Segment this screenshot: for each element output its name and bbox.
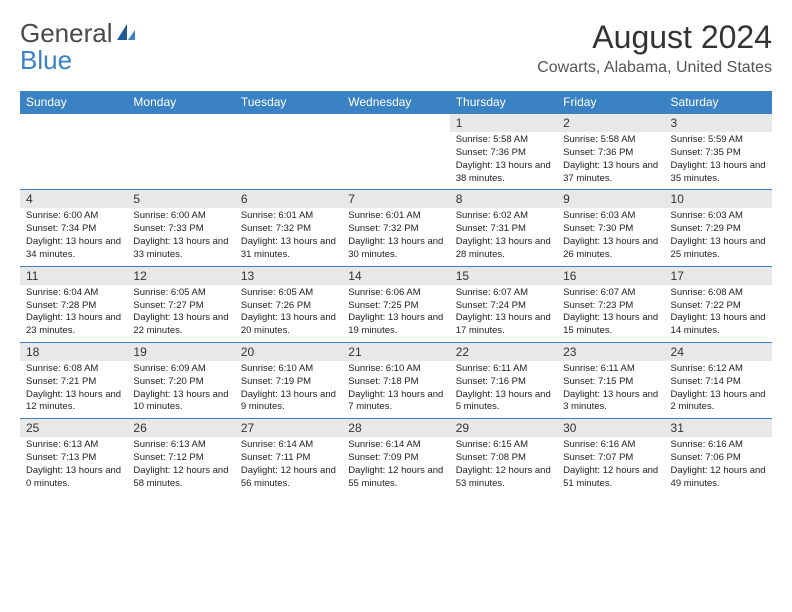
day-header: Tuesday — [235, 91, 342, 114]
day-header-row: Sunday Monday Tuesday Wednesday Thursday… — [20, 91, 772, 114]
day-number-cell: 25 — [20, 419, 127, 438]
day-header: Sunday — [20, 91, 127, 114]
day-detail-cell: Sunrise: 6:08 AM Sunset: 7:22 PM Dayligh… — [665, 285, 772, 343]
day-number-cell: 3 — [665, 114, 772, 133]
day-number-cell: 11 — [20, 266, 127, 285]
day-detail-cell — [342, 132, 449, 190]
day-detail-cell: Sunrise: 6:05 AM Sunset: 7:27 PM Dayligh… — [127, 285, 234, 343]
day-detail-cell: Sunrise: 6:03 AM Sunset: 7:29 PM Dayligh… — [665, 208, 772, 266]
day-detail-cell: Sunrise: 6:13 AM Sunset: 7:13 PM Dayligh… — [20, 437, 127, 494]
day-detail-row: Sunrise: 6:08 AM Sunset: 7:21 PM Dayligh… — [20, 361, 772, 419]
calendar-table: Sunday Monday Tuesday Wednesday Thursday… — [20, 91, 772, 494]
logo-sail-icon — [115, 22, 137, 47]
day-detail-cell: Sunrise: 6:14 AM Sunset: 7:09 PM Dayligh… — [342, 437, 449, 494]
day-detail-cell: Sunrise: 6:07 AM Sunset: 7:23 PM Dayligh… — [557, 285, 664, 343]
day-detail-cell: Sunrise: 6:05 AM Sunset: 7:26 PM Dayligh… — [235, 285, 342, 343]
day-detail-cell: Sunrise: 6:11 AM Sunset: 7:15 PM Dayligh… — [557, 361, 664, 419]
header: General Blue August 2024 Cowarts, Alabam… — [20, 20, 772, 77]
day-number-cell: 13 — [235, 266, 342, 285]
day-detail-cell: Sunrise: 5:58 AM Sunset: 7:36 PM Dayligh… — [557, 132, 664, 190]
day-detail-cell: Sunrise: 6:14 AM Sunset: 7:11 PM Dayligh… — [235, 437, 342, 494]
day-number-cell: 22 — [450, 342, 557, 361]
day-number-cell — [20, 114, 127, 133]
day-header: Friday — [557, 91, 664, 114]
day-number-row: 45678910 — [20, 190, 772, 209]
day-number-cell: 9 — [557, 190, 664, 209]
day-number-cell: 14 — [342, 266, 449, 285]
day-detail-row: Sunrise: 6:00 AM Sunset: 7:34 PM Dayligh… — [20, 208, 772, 266]
day-number-cell: 29 — [450, 419, 557, 438]
day-number-cell: 2 — [557, 114, 664, 133]
day-detail-cell: Sunrise: 6:09 AM Sunset: 7:20 PM Dayligh… — [127, 361, 234, 419]
day-detail-cell: Sunrise: 6:13 AM Sunset: 7:12 PM Dayligh… — [127, 437, 234, 494]
day-detail-cell: Sunrise: 6:00 AM Sunset: 7:33 PM Dayligh… — [127, 208, 234, 266]
logo-general: General — [20, 18, 113, 48]
day-number-row: 25262728293031 — [20, 419, 772, 438]
day-number-cell: 24 — [665, 342, 772, 361]
day-detail-cell: Sunrise: 5:58 AM Sunset: 7:36 PM Dayligh… — [450, 132, 557, 190]
day-detail-cell: Sunrise: 6:10 AM Sunset: 7:18 PM Dayligh… — [342, 361, 449, 419]
day-number-cell: 1 — [450, 114, 557, 133]
logo: General Blue — [20, 20, 137, 74]
day-detail-cell: Sunrise: 6:16 AM Sunset: 7:07 PM Dayligh… — [557, 437, 664, 494]
day-detail-cell: Sunrise: 6:00 AM Sunset: 7:34 PM Dayligh… — [20, 208, 127, 266]
day-detail-cell: Sunrise: 6:08 AM Sunset: 7:21 PM Dayligh… — [20, 361, 127, 419]
day-header: Thursday — [450, 91, 557, 114]
day-detail-cell: Sunrise: 6:01 AM Sunset: 7:32 PM Dayligh… — [235, 208, 342, 266]
day-detail-row: Sunrise: 6:04 AM Sunset: 7:28 PM Dayligh… — [20, 285, 772, 343]
month-title: August 2024 — [537, 20, 772, 55]
day-header: Saturday — [665, 91, 772, 114]
day-header: Monday — [127, 91, 234, 114]
day-number-cell: 20 — [235, 342, 342, 361]
day-detail-cell — [235, 132, 342, 190]
day-detail-row: Sunrise: 5:58 AM Sunset: 7:36 PM Dayligh… — [20, 132, 772, 190]
day-detail-cell: Sunrise: 6:06 AM Sunset: 7:25 PM Dayligh… — [342, 285, 449, 343]
day-header: Wednesday — [342, 91, 449, 114]
title-block: August 2024 Cowarts, Alabama, United Sta… — [537, 20, 772, 77]
day-number-cell: 4 — [20, 190, 127, 209]
day-number-cell: 17 — [665, 266, 772, 285]
day-number-cell: 15 — [450, 266, 557, 285]
day-number-cell: 5 — [127, 190, 234, 209]
day-detail-cell: Sunrise: 6:11 AM Sunset: 7:16 PM Dayligh… — [450, 361, 557, 419]
day-number-row: 11121314151617 — [20, 266, 772, 285]
day-number-cell: 12 — [127, 266, 234, 285]
day-detail-cell: Sunrise: 6:03 AM Sunset: 7:30 PM Dayligh… — [557, 208, 664, 266]
day-detail-cell — [20, 132, 127, 190]
day-detail-cell: Sunrise: 6:07 AM Sunset: 7:24 PM Dayligh… — [450, 285, 557, 343]
day-detail-cell: Sunrise: 6:01 AM Sunset: 7:32 PM Dayligh… — [342, 208, 449, 266]
location: Cowarts, Alabama, United States — [537, 59, 772, 77]
day-detail-cell — [127, 132, 234, 190]
day-number-cell: 10 — [665, 190, 772, 209]
day-detail-row: Sunrise: 6:13 AM Sunset: 7:13 PM Dayligh… — [20, 437, 772, 494]
day-detail-cell: Sunrise: 6:16 AM Sunset: 7:06 PM Dayligh… — [665, 437, 772, 494]
day-number-cell — [235, 114, 342, 133]
day-number-cell: 30 — [557, 419, 664, 438]
day-number-cell — [127, 114, 234, 133]
day-number-cell — [342, 114, 449, 133]
day-number-cell: 28 — [342, 419, 449, 438]
day-number-cell: 18 — [20, 342, 127, 361]
day-number-row: 18192021222324 — [20, 342, 772, 361]
day-detail-cell: Sunrise: 6:04 AM Sunset: 7:28 PM Dayligh… — [20, 285, 127, 343]
day-number-cell: 8 — [450, 190, 557, 209]
day-number-cell: 7 — [342, 190, 449, 209]
day-number-cell: 23 — [557, 342, 664, 361]
day-number-row: 123 — [20, 114, 772, 133]
day-detail-cell: Sunrise: 5:59 AM Sunset: 7:35 PM Dayligh… — [665, 132, 772, 190]
day-number-cell: 16 — [557, 266, 664, 285]
day-number-cell: 27 — [235, 419, 342, 438]
day-number-cell: 19 — [127, 342, 234, 361]
day-number-cell: 26 — [127, 419, 234, 438]
day-detail-cell: Sunrise: 6:02 AM Sunset: 7:31 PM Dayligh… — [450, 208, 557, 266]
day-number-cell: 21 — [342, 342, 449, 361]
day-number-cell: 31 — [665, 419, 772, 438]
day-number-cell: 6 — [235, 190, 342, 209]
day-detail-cell: Sunrise: 6:10 AM Sunset: 7:19 PM Dayligh… — [235, 361, 342, 419]
logo-blue: Blue — [20, 45, 72, 75]
day-detail-cell: Sunrise: 6:12 AM Sunset: 7:14 PM Dayligh… — [665, 361, 772, 419]
day-detail-cell: Sunrise: 6:15 AM Sunset: 7:08 PM Dayligh… — [450, 437, 557, 494]
